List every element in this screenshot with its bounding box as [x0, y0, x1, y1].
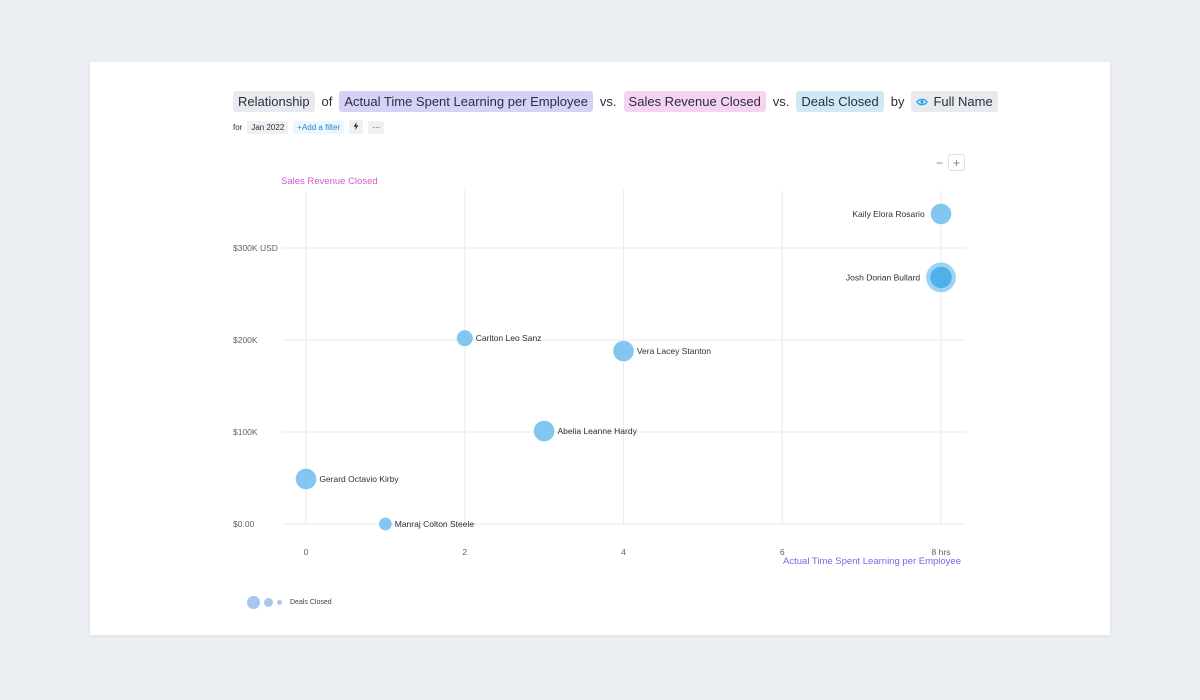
data-point: [533, 420, 555, 442]
point-label: Carlton Leo Sanz: [476, 333, 542, 343]
metric-x-pill[interactable]: Actual Time Spent Learning per Employee: [339, 91, 593, 112]
x-tick-label: 0: [304, 547, 309, 557]
plus-icon: +: [297, 122, 302, 132]
connector-of: of: [321, 94, 333, 109]
legend-medium-circle: [264, 598, 273, 607]
dimension-label: Full Name: [933, 94, 993, 109]
x-tick-label: 4: [621, 547, 626, 557]
add-filter-label: Add a filter: [301, 122, 341, 132]
point-label: Vera Lacey Stanton: [637, 346, 711, 356]
point-label: Gerard Octavio Kirby: [319, 474, 399, 484]
lightning-button[interactable]: [349, 120, 364, 134]
y-tick-label: $0.00: [233, 519, 255, 529]
point-label: Josh Dorian Bullard: [846, 272, 920, 282]
y-tick-label: $200K: [233, 335, 258, 345]
scatter-chart: $0.00 $100K $200K $300K USD 0 2 4 6 8 hrs Sales R…: [233, 176, 966, 567]
metric-y-pill[interactable]: Sales Revenue Closed: [623, 91, 766, 112]
y-tick-label: $100K: [233, 427, 258, 437]
legend-small-circle: [277, 600, 282, 605]
zoom-out-button[interactable]: −: [931, 154, 948, 171]
period-chip[interactable]: Jan 2022: [247, 120, 289, 134]
x-tick-label: 2: [462, 547, 467, 557]
data-point: [379, 517, 392, 531]
legend-label: Deals Closed: [290, 599, 332, 606]
connector-vs: vs.: [772, 94, 790, 109]
x-tick-label: 8 hrs: [932, 547, 951, 557]
filter-bar: for Jan 2022 +Add a filter ···: [233, 120, 385, 134]
chart-card: Relationship of Actual Time Spent Learni…: [90, 62, 1110, 635]
query-title: Relationship of Actual Time Spent Learni…: [233, 91, 998, 112]
data-point: [456, 330, 473, 347]
connector-by: by: [890, 94, 905, 109]
metric-size-pill[interactable]: Deals Closed: [796, 91, 884, 112]
more-options-button[interactable]: ···: [368, 120, 385, 134]
relationship-pill[interactable]: Relationship: [233, 91, 315, 112]
data-point: [930, 203, 952, 225]
y-tick-label: $300K USD: [233, 243, 278, 253]
point-label: Abelia Leanne Hardy: [557, 426, 637, 436]
x-axis-title: Actual Time Spent Learning per Employee: [783, 556, 961, 567]
zoom-in-button[interactable]: +: [948, 154, 965, 171]
for-label: for: [233, 122, 243, 132]
data-point: [613, 340, 634, 362]
legend-large-circle: [247, 596, 260, 609]
add-filter-button[interactable]: +Add a filter: [293, 120, 345, 134]
data-point-core: [930, 266, 952, 289]
eye-icon: [916, 98, 929, 105]
point-label: Manraj Colton Steele: [395, 519, 475, 529]
x-tick-label: 6: [780, 547, 785, 557]
size-legend: Deals Closed: [247, 596, 332, 609]
dimension-pill[interactable]: Full Name: [911, 91, 998, 112]
connector-vs: vs.: [599, 94, 617, 109]
y-axis-title: Sales Revenue Closed: [281, 176, 378, 187]
point-label: Kaily Elora Rosario: [852, 209, 925, 219]
data-point: [295, 468, 317, 490]
lightning-icon: [353, 122, 359, 130]
